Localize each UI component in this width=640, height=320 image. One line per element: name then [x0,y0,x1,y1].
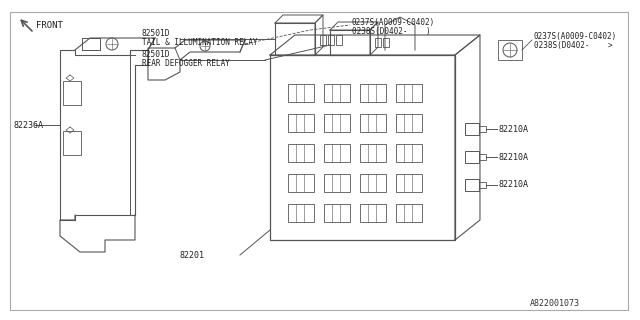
Bar [320,35,326,45]
Bar [324,84,350,102]
Bar [360,174,386,192]
Bar [396,114,422,132]
Text: 0238S(D0402-    >: 0238S(D0402- > [534,41,612,50]
Text: REAR DEFOGGER RELAY: REAR DEFOGGER RELAY [142,59,230,68]
Text: A822001073: A822001073 [530,300,580,308]
Text: FRONT: FRONT [36,20,63,29]
Text: 0237S(A0009-C0402): 0237S(A0009-C0402) [352,18,435,27]
Text: 82501D: 82501D [142,50,170,59]
Bar [360,114,386,132]
Text: 82236A: 82236A [14,121,44,130]
Bar [396,174,422,192]
Bar [63,81,81,105]
Bar [288,114,314,132]
Bar [288,204,314,222]
Bar [288,84,314,102]
Bar [479,154,486,160]
Bar [479,182,486,188]
Text: 82210A: 82210A [499,180,529,189]
Bar [324,144,350,162]
Bar [383,38,389,47]
Text: 0237S(A0009-C0402): 0237S(A0009-C0402) [534,31,617,41]
Bar [498,40,522,60]
Text: TAIL & ILLUMINATION RELAY: TAIL & ILLUMINATION RELAY [142,37,258,46]
Text: 82210A: 82210A [499,124,529,133]
Bar [375,38,381,47]
Bar [336,35,342,45]
Bar [328,35,334,45]
Text: 0238S(D0402-    ): 0238S(D0402- ) [352,27,431,36]
Bar [288,144,314,162]
Bar [360,144,386,162]
Bar [288,174,314,192]
Bar [270,55,455,240]
Bar [324,114,350,132]
Bar [396,84,422,102]
Bar [465,151,479,163]
Bar [479,126,486,132]
Bar [63,131,81,155]
Bar [465,179,479,191]
Text: 82201: 82201 [180,252,205,260]
Bar [360,204,386,222]
Text: 82501D: 82501D [142,28,170,37]
Text: 82210A: 82210A [499,153,529,162]
Bar [396,204,422,222]
Bar [324,174,350,192]
Bar [360,84,386,102]
Bar [396,144,422,162]
Bar [465,123,479,135]
Bar [324,204,350,222]
